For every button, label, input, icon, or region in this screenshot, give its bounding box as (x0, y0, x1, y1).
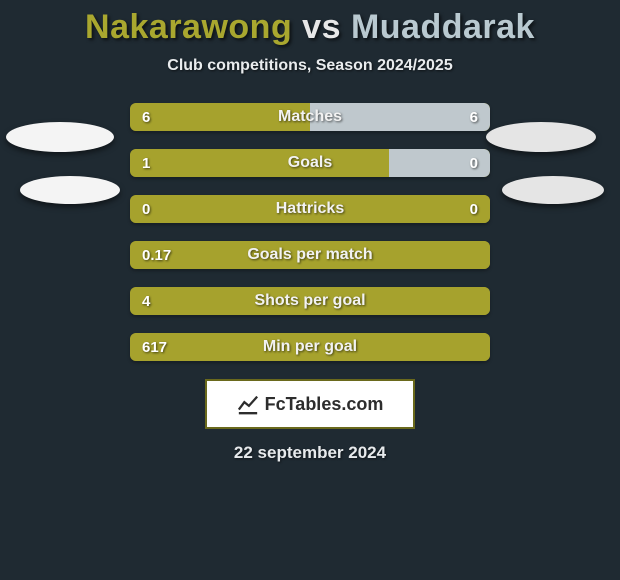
chart-icon (237, 393, 259, 415)
stat-label: Shots per goal (130, 287, 490, 315)
player-a-name: Nakarawong (85, 8, 292, 46)
stat-row: 0.17Goals per match (130, 241, 490, 269)
player-b-name: Muaddarak (351, 8, 535, 46)
stat-row: 617Min per goal (130, 333, 490, 361)
brand-badge: FcTables.com (205, 379, 415, 429)
stat-row: 66Matches (130, 103, 490, 131)
stat-label: Hattricks (130, 195, 490, 223)
player-b-badge-1 (486, 122, 596, 152)
stat-rows: 66Matches 10Goals 00Hattricks 0.17Goals per… (130, 103, 490, 361)
subtitle: Club competitions, Season 2024/2025 (0, 57, 620, 75)
stat-row: 00Hattricks (130, 195, 490, 223)
stat-row: 4Shots per goal (130, 287, 490, 315)
footer-date: 22 september 2024 (0, 443, 620, 463)
brand-text: FcTables.com (265, 394, 384, 415)
player-a-badge-2 (20, 176, 120, 204)
stat-label: Matches (130, 103, 490, 131)
stat-label: Min per goal (130, 333, 490, 361)
stat-label: Goals (130, 149, 490, 177)
vs-text: vs (292, 8, 351, 46)
stat-row: 10Goals (130, 149, 490, 177)
comparison-card: Nakarawong vs Muaddarak Club competition… (0, 0, 620, 463)
player-b-badge-2 (502, 176, 604, 204)
player-a-badge-1 (6, 122, 114, 152)
stat-label: Goals per match (130, 241, 490, 269)
page-title: Nakarawong vs Muaddarak (0, 0, 620, 47)
